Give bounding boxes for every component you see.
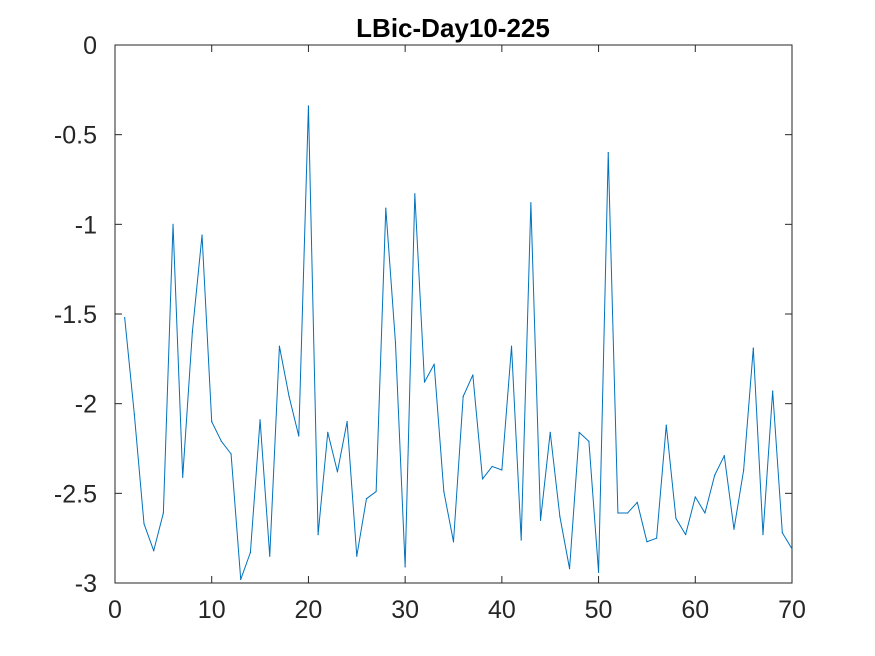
data-point [491, 465, 493, 468]
data-point [394, 342, 397, 344]
y-tick-label: 0 [83, 32, 97, 60]
chart-title: LBic-Day10-225 [356, 13, 550, 43]
data-point [124, 316, 126, 319]
x-tick-label: 40 [488, 596, 516, 624]
data-point [675, 517, 677, 520]
y-tick-label: -1 [75, 211, 97, 239]
data-point [714, 474, 716, 476]
data-point [375, 490, 377, 493]
data-point [433, 363, 435, 365]
y-tick-label: -3 [75, 570, 97, 598]
x-tick-label: 70 [778, 596, 806, 624]
data-point [772, 390, 774, 392]
data-point [743, 469, 745, 471]
data-point [656, 537, 658, 539]
data-point [133, 413, 135, 416]
data-point [220, 440, 222, 442]
data-point [501, 469, 503, 471]
data-point [346, 421, 348, 423]
y-tick-label: -0.5 [54, 122, 97, 150]
data-point [607, 152, 609, 154]
data-point [288, 395, 290, 398]
data-point [520, 539, 522, 541]
data-point [172, 223, 174, 225]
data-point [510, 345, 513, 347]
data-point [791, 548, 793, 550]
data-point [153, 550, 155, 552]
data-point [423, 381, 426, 383]
data-point [452, 541, 455, 543]
data-point [356, 555, 358, 557]
series-line [124, 105, 793, 580]
data-point [752, 347, 754, 349]
data-point [191, 331, 193, 333]
data-point [549, 431, 551, 433]
data-point [462, 395, 464, 398]
series-group [124, 105, 793, 581]
data-point [578, 431, 580, 433]
data-point [588, 440, 590, 442]
y-tick-label: -2.5 [54, 480, 97, 508]
data-point [317, 533, 319, 536]
data-point [685, 533, 687, 536]
data-point [211, 421, 213, 423]
data-point [665, 424, 667, 426]
x-tick-label: 20 [295, 596, 323, 624]
data-point [636, 501, 638, 503]
data-point [559, 516, 561, 518]
x-tick-label: 50 [585, 596, 613, 624]
data-point [414, 193, 416, 195]
data-point [259, 419, 261, 421]
data-point [646, 541, 648, 543]
data-point [762, 533, 764, 536]
data-point [298, 435, 300, 437]
data-point [327, 431, 329, 433]
data-point [182, 476, 184, 478]
data-point [530, 202, 532, 204]
data-point [162, 512, 164, 514]
data-point [269, 555, 271, 557]
data-point [201, 234, 203, 236]
x-tick-label: 0 [108, 596, 122, 624]
data-point [365, 498, 368, 500]
data-point [781, 532, 783, 534]
data-point [617, 512, 619, 514]
data-point [539, 519, 542, 521]
data-point [704, 512, 706, 514]
data-point [443, 490, 445, 493]
data-point [694, 496, 696, 498]
data-point [249, 551, 251, 554]
x-tick-label: 60 [681, 596, 709, 624]
data-point [568, 568, 571, 570]
data-point [240, 578, 242, 581]
x-tick-label: 10 [198, 596, 226, 624]
y-tick-label: -1.5 [54, 301, 97, 329]
y-tick-label: -2 [75, 391, 97, 419]
data-point [385, 207, 387, 209]
data-point [723, 455, 725, 457]
data-point [307, 105, 310, 107]
data-point [597, 571, 600, 573]
data-point [404, 566, 406, 568]
data-point [230, 453, 232, 455]
data-point [733, 528, 735, 530]
data-point [278, 345, 281, 347]
x-tick-label: 30 [391, 596, 419, 624]
data-point [143, 523, 145, 525]
data-point [481, 478, 484, 480]
data-point [472, 374, 474, 376]
data-point [336, 471, 339, 473]
plot-axes: 0 10 20 30 40 50 60 70 0 -0.5 -1 -1.5 -2 -2.5 -3 [54, 32, 806, 624]
data-point [626, 512, 629, 514]
